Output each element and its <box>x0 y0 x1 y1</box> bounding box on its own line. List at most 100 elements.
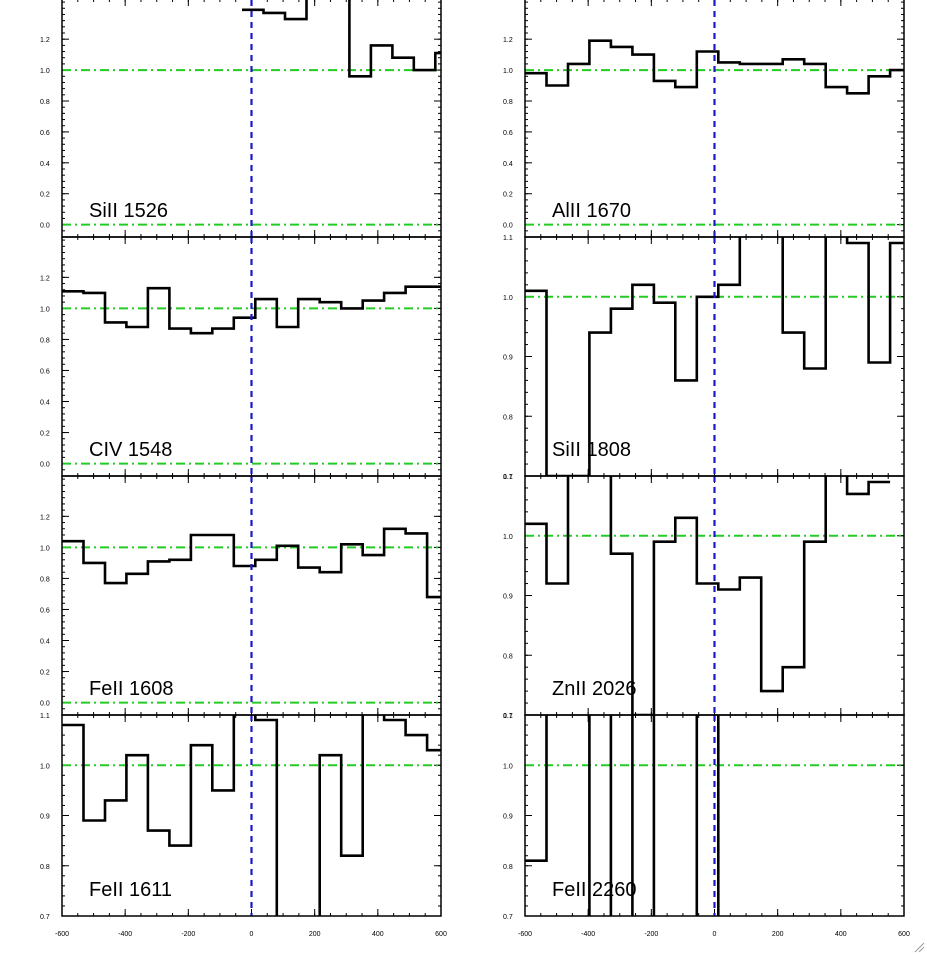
panel-label: FeII 1611 <box>89 879 172 901</box>
y-tick-label: 0.6 <box>40 368 50 375</box>
spectrum-siii-1808 <box>525 237 904 476</box>
panel-label: SiII 1808 <box>552 439 631 461</box>
y-tick-label: 0.4 <box>40 639 50 646</box>
spectrum-step-line <box>62 527 441 599</box>
y-tick-label: 0.2 <box>40 431 50 438</box>
y-tick-label: 0.4 <box>503 161 513 168</box>
spectrum-step-line <box>242 0 441 78</box>
panel-feii-1611: 0.7 0.8 0.9 1.0 1.1 FeII 1611 <box>40 713 442 921</box>
y-tick-label: 0.8 <box>503 414 513 421</box>
x-tick-label: 400 <box>835 931 847 938</box>
x-tick-label: 400 <box>372 931 384 938</box>
y-tick-label: 0.0 <box>40 701 50 708</box>
panel-siii-1808: 0.7 0.8 0.9 1.0 1.1 SiII 1808 <box>503 235 905 481</box>
panel-label: ZnII 2026 <box>552 678 637 700</box>
x-tick-label: -400 <box>581 931 595 938</box>
panel-label: AlII 1670 <box>552 200 631 222</box>
y-tick-label: 0.7 <box>40 914 50 921</box>
y-tick-label: 0.2 <box>40 192 50 199</box>
y-tick-label: 0.9 <box>503 594 513 601</box>
spectrum-alii-1670 <box>525 39 904 95</box>
y-tick-label: 0.8 <box>503 864 513 871</box>
y-tick-label: 0.8 <box>40 576 50 583</box>
panel-frame <box>524 714 905 917</box>
spectrum-siii-1526 <box>242 0 441 78</box>
spectrum-step-line <box>62 285 441 335</box>
y-tick-label: 0.6 <box>503 130 513 137</box>
x-tick-label: -600 <box>518 931 532 938</box>
y-tick-label: 0.0 <box>40 223 50 230</box>
panel-label: SiII 1526 <box>89 200 168 222</box>
y-tick-label: 0.2 <box>40 670 50 677</box>
y-tick-label: 0.6 <box>40 130 50 137</box>
panel-label: FeII 2260 <box>552 879 637 901</box>
y-tick-label: 0.7 <box>503 914 513 921</box>
spectrum-feii-1608 <box>62 527 441 599</box>
x-tick-label: 200 <box>309 931 321 938</box>
y-tick-label: 0.9 <box>503 355 513 362</box>
y-tick-label: 1.1 <box>503 713 513 720</box>
x-axes: -600 -400 -200 0 200 400 600 -600 -400 -200 0 200 40… <box>55 931 910 938</box>
y-tick-label: 1.1 <box>40 713 50 720</box>
spectrum-znii-2026 <box>525 476 891 715</box>
spectrum-feii-1611 <box>62 715 441 916</box>
y-tick-label: 1.0 <box>40 68 50 75</box>
y-tick-label: 1.1 <box>503 235 513 242</box>
y-tick-label: 1.0 <box>503 763 513 770</box>
spectrum-step-line <box>525 237 904 476</box>
y-tick-label: 1.0 <box>503 534 513 541</box>
y-tick-label: 1.2 <box>40 275 50 282</box>
y-tick-label: 1.0 <box>40 306 50 313</box>
y-tick-label: 1.2 <box>40 37 50 44</box>
y-tick-label: 0.0 <box>503 223 513 230</box>
y-tick-label: 0.4 <box>40 400 50 407</box>
x-tick-label: 200 <box>772 931 784 938</box>
y-tick-label: 0.6 <box>40 607 50 614</box>
y-tick-label: 0.8 <box>503 99 513 106</box>
x-tick-label: 0 <box>250 931 254 938</box>
y-tick-label: 1.2 <box>40 514 50 521</box>
spectrum-step-line <box>525 476 891 715</box>
y-tick-label: 1.0 <box>40 545 50 552</box>
x-tick-label: -200 <box>644 931 658 938</box>
panel-feii-2260: 0.7 0.8 0.9 1.0 1.1 FeII 2260 <box>503 713 905 921</box>
x-tick-label: -400 <box>118 931 132 938</box>
y-tick-label: 0.7 <box>503 474 513 481</box>
panel-label: FeII 1608 <box>89 678 174 700</box>
panel-feii-1608: 0.0 0.2 0.4 0.6 0.8 1.0 1.2 FeII 1608 <box>40 475 442 716</box>
spectrum-feii-2260 <box>525 715 720 916</box>
y-tick-label: 0.8 <box>503 653 513 660</box>
spectrum-step-line <box>525 39 904 95</box>
y-tick-label: 1.2 <box>503 37 513 44</box>
panel-znii-2026: 0.7 0.8 0.9 1.0 1.1 ZnII 2026 <box>503 474 905 720</box>
y-tick-label: 0.4 <box>40 161 50 168</box>
spectrum-civ-1548 <box>62 285 441 335</box>
y-tick-label: 1.0 <box>503 295 513 302</box>
y-tick-label: 0.7 <box>503 713 513 720</box>
y-tick-label: 1.1 <box>503 474 513 481</box>
x-tick-label: 600 <box>898 931 910 938</box>
y-tick-label: 0.2 <box>503 192 513 199</box>
y-tick-label: 0.8 <box>40 864 50 871</box>
resize-grip-icon[interactable] <box>913 941 925 953</box>
panel-alii-1670: 0.0 0.2 0.4 0.6 0.8 1.0 1.2 AlII 1670 <box>503 0 905 238</box>
spectrum-step-line <box>62 715 441 916</box>
y-tick-label: 1.0 <box>40 763 50 770</box>
panel-civ-1548: 0.0 0.2 0.4 0.6 0.8 1.0 1.2 CIV 1548 <box>40 236 442 477</box>
x-tick-label: -200 <box>181 931 195 938</box>
y-tick-label: 0.8 <box>40 99 50 106</box>
spectrum-step-line <box>525 715 720 916</box>
y-tick-label: 0.0 <box>40 462 50 469</box>
panel-siii-1526: 0.0 0.2 0.4 0.6 0.8 1.0 1.2 SiII 1526 <box>40 0 442 238</box>
panel-frame <box>61 714 442 917</box>
x-tick-label: -600 <box>55 931 69 938</box>
x-tick-label: 0 <box>713 931 717 938</box>
y-tick-label: 0.9 <box>40 814 50 821</box>
panel-label: CIV 1548 <box>89 439 172 461</box>
x-tick-label: 600 <box>435 931 447 938</box>
y-tick-label: 1.0 <box>503 68 513 75</box>
y-tick-label: 0.8 <box>40 337 50 344</box>
y-tick-label: 0.9 <box>503 814 513 821</box>
